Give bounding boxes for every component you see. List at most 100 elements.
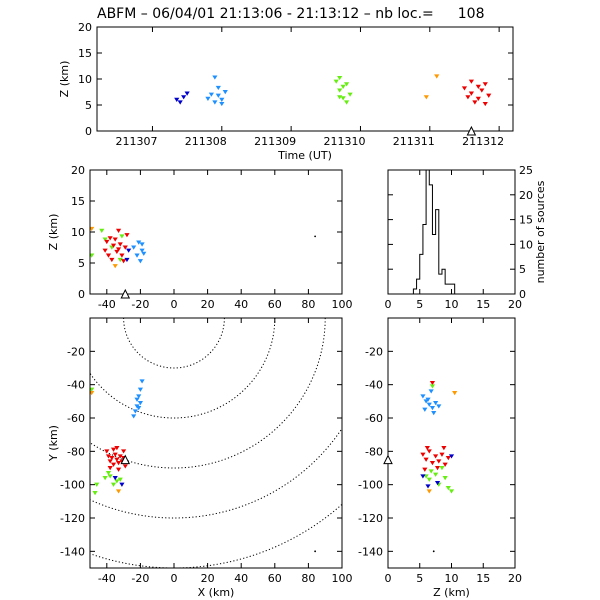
data-point — [344, 100, 350, 105]
x-tick-label: 0 — [385, 572, 392, 585]
x-tick-label: -40 — [98, 572, 116, 585]
data-point — [205, 96, 211, 101]
plot-area — [420, 381, 458, 553]
station-marker-icon — [383, 454, 393, 465]
data-point — [181, 95, 187, 100]
plot-frame — [387, 169, 516, 295]
series-black — [314, 550, 317, 553]
series-green — [333, 75, 353, 105]
data-point — [115, 247, 122, 252]
x-tick-label: 5 — [416, 298, 423, 311]
data-point — [337, 95, 343, 100]
data-point — [90, 391, 95, 396]
x-tick-label: 211309 — [254, 135, 296, 148]
data-point — [219, 97, 225, 102]
series-blue — [124, 248, 132, 263]
data-point — [107, 236, 113, 241]
y-tick-label: 20 — [78, 21, 92, 34]
data-point — [436, 459, 442, 464]
data-point — [429, 384, 436, 389]
station-marker-icon — [120, 454, 131, 465]
data-point — [102, 237, 108, 242]
data-point — [94, 482, 100, 487]
data-point — [428, 389, 434, 394]
plot-frame — [387, 317, 516, 569]
data-point — [131, 414, 137, 419]
range-ring — [123, 318, 225, 369]
y-tick-label: 10 — [78, 73, 92, 86]
data-point — [482, 82, 488, 87]
series-sky — [420, 389, 442, 416]
plot-panels: 211307 211308 211309 211310 211311 211312 0 5 10… — [47, 21, 547, 599]
x-tick-label: 20 — [201, 572, 215, 585]
data-point — [442, 476, 448, 481]
data-point — [141, 251, 147, 256]
data-point — [110, 243, 117, 248]
figure-title: ABFM – 06/04/01 21:13:06 - 21:13:12 – nb… — [97, 6, 484, 22]
y-tick-label: 15 — [71, 195, 85, 208]
data-point — [105, 253, 112, 258]
data-point — [429, 461, 436, 466]
series-orange — [426, 391, 458, 494]
y-tick-label: 5 — [519, 263, 526, 276]
y-axis-label: Z (km) — [47, 214, 60, 251]
data-point — [314, 550, 317, 553]
y-tick-label: 20 — [71, 164, 85, 177]
series-red — [420, 381, 451, 472]
y-tick-label: 25 — [519, 164, 533, 177]
series-sky — [131, 379, 145, 419]
data-point — [137, 401, 143, 406]
y-tick-label: 0 — [85, 125, 92, 138]
data-point — [422, 407, 428, 412]
y-tick-label: -80 — [67, 445, 85, 458]
data-point — [126, 248, 132, 253]
data-point — [90, 253, 95, 258]
data-point — [99, 228, 105, 233]
data-point — [139, 248, 145, 253]
data-point — [104, 449, 110, 454]
y-axis-label: Z (km) — [58, 61, 71, 98]
x-tick-label: 80 — [301, 572, 315, 585]
data-point — [136, 394, 142, 399]
data-point — [115, 467, 122, 472]
data-point — [115, 489, 122, 494]
data-point — [184, 91, 190, 96]
data-point — [439, 452, 445, 457]
data-point — [117, 477, 123, 482]
plot-frame — [89, 169, 343, 295]
series-green — [90, 228, 125, 263]
data-point — [90, 226, 95, 232]
histogram-bar — [432, 234, 435, 294]
histogram-bar — [445, 284, 448, 294]
data-point — [122, 464, 128, 469]
data-point — [465, 95, 471, 100]
data-point — [117, 257, 123, 263]
x-tick-label: 80 — [301, 298, 315, 311]
data-point — [428, 469, 434, 474]
data-point — [475, 96, 481, 101]
data-point — [432, 550, 435, 553]
chart-time-height: 211307 211308 211309 211310 211311 211312 0 5 10… — [58, 21, 514, 162]
series-orange — [90, 226, 118, 269]
series-orange — [90, 391, 122, 494]
data-point — [137, 387, 143, 392]
data-point — [452, 391, 458, 396]
y-tick-label: -140 — [60, 545, 85, 558]
data-point — [105, 454, 112, 459]
data-point — [468, 91, 474, 96]
data-point — [424, 446, 430, 451]
data-point — [472, 100, 478, 105]
y-tick-label: -40 — [365, 379, 383, 392]
data-point — [112, 237, 118, 242]
y-tick-label: 20 — [519, 189, 533, 202]
x-tick-label: 20 — [201, 298, 215, 311]
data-point — [445, 456, 451, 461]
series-red — [461, 79, 492, 107]
data-point — [112, 476, 118, 481]
y-tick-label: -60 — [67, 412, 85, 425]
data-point — [110, 447, 117, 452]
data-point — [115, 228, 122, 233]
series-red — [102, 228, 130, 264]
data-point — [434, 481, 441, 486]
